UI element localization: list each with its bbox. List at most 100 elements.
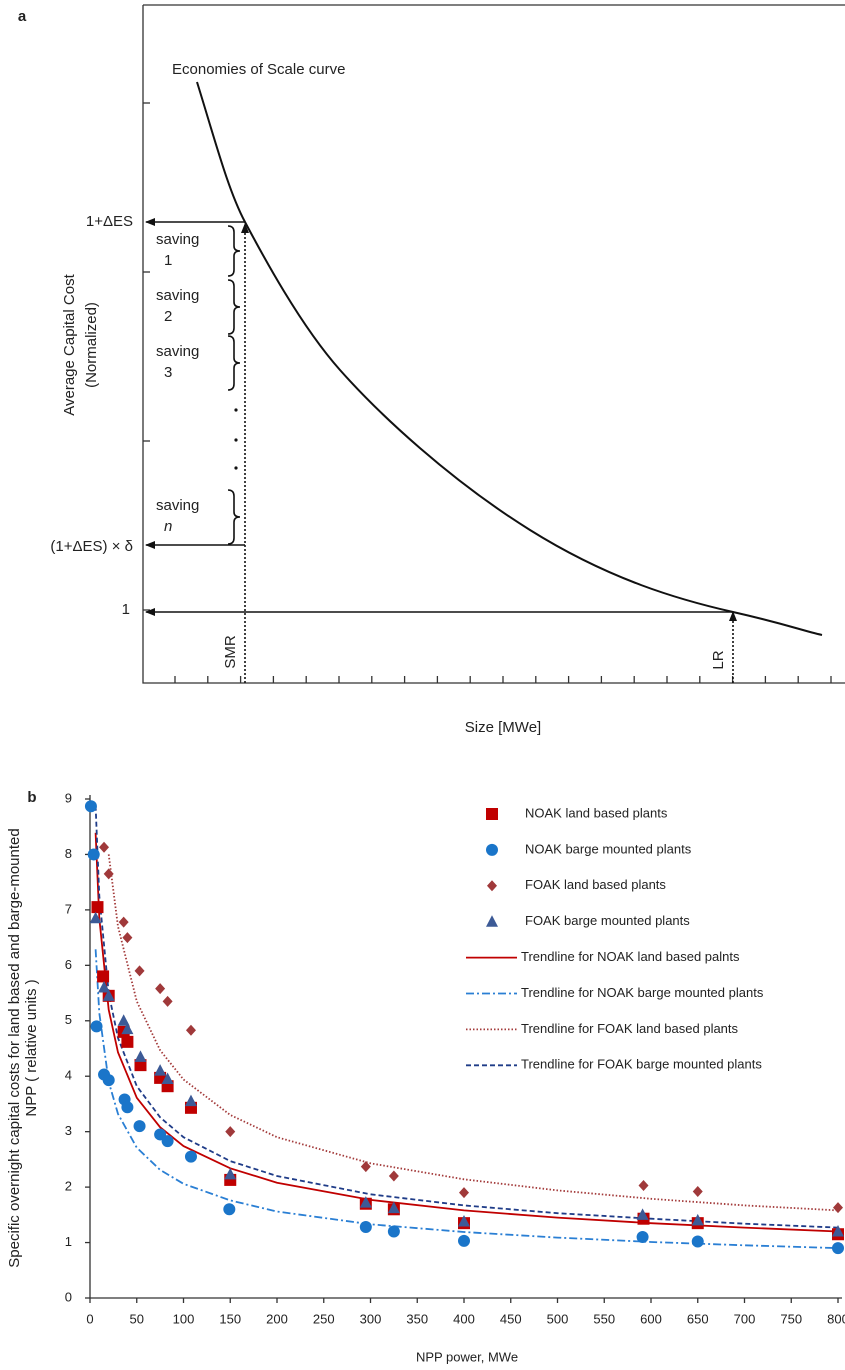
x-tick-label: 200 [266, 1311, 288, 1326]
x-tick-label: 400 [453, 1311, 475, 1326]
x-tick-label: 500 [547, 1311, 569, 1326]
data-point [133, 1120, 146, 1133]
data-point [223, 1203, 236, 1216]
legend-marker [487, 880, 497, 892]
data-point [134, 1050, 147, 1062]
y-axis-label: Specific overnight capital costs for lan… [6, 828, 23, 1267]
data-point [224, 1167, 237, 1180]
legend-label: Trendline for NOAK barge mounted plants [521, 985, 764, 1000]
y-tick-label: 3 [65, 1123, 72, 1138]
y-tick-label: 1 [65, 1234, 72, 1249]
y-level-label: (1+ΔES) × δ [50, 538, 133, 555]
saving-label: saving [156, 231, 199, 248]
panel-a: a Economies of Scale curve 1+ΔES (1+ΔES) × … [18, 4, 845, 736]
data-point [359, 1221, 372, 1234]
data-point [360, 1161, 371, 1173]
x-tick-label: 650 [687, 1311, 709, 1326]
x-axis-label: NPP power, MWe [416, 1349, 518, 1364]
data-point [154, 1064, 167, 1076]
data-point [121, 1022, 134, 1035]
ellipsis-dot [234, 438, 238, 442]
y-tick-label: 7 [65, 901, 72, 916]
data-point [84, 800, 97, 813]
data-point [387, 1225, 400, 1238]
data-point [102, 989, 115, 1001]
marker-label: LR [710, 650, 727, 669]
legend-label: FOAK land based plants [525, 877, 666, 892]
data-point [636, 1208, 649, 1220]
data-point [103, 868, 114, 880]
data-point [691, 1235, 704, 1248]
brace [227, 335, 241, 391]
y-axis-label: Average Capital Cost [61, 273, 78, 415]
y-tick-label: 8 [65, 846, 72, 861]
y-level-label: 1 [122, 601, 130, 618]
data-point [832, 1242, 844, 1255]
panel-label: a [18, 8, 27, 25]
y-tick-label: 0 [65, 1289, 72, 1304]
x-tick-label: 450 [500, 1311, 522, 1326]
y-tick-label: 9 [65, 790, 72, 805]
saving-label: saving [156, 497, 199, 514]
data-point [102, 1074, 115, 1087]
x-tick-label: 0 [86, 1311, 93, 1326]
x-tick-label: 550 [593, 1311, 615, 1326]
data-point [98, 981, 111, 993]
legend-marker [486, 915, 498, 927]
x-tick-label: 800 [827, 1311, 845, 1326]
saving-label: saving [156, 287, 199, 304]
saving-index: 2 [164, 308, 172, 325]
legend-marker [486, 808, 498, 820]
data-point [458, 1234, 470, 1247]
x-tick-label: 600 [640, 1311, 662, 1326]
data-point [162, 995, 173, 1007]
trendline [94, 949, 839, 1249]
saving-index: n [164, 518, 172, 535]
data-point [832, 1224, 844, 1237]
x-tick-label: 750 [780, 1311, 802, 1326]
legend-label: NOAK land based plants [525, 805, 668, 820]
scale-curve [196, 81, 823, 636]
data-point [184, 1150, 197, 1163]
data-point [117, 1014, 130, 1026]
data-point [636, 1231, 649, 1244]
data-point [161, 1135, 174, 1148]
data-point [387, 1201, 400, 1214]
saving-index: 1 [164, 252, 172, 269]
saving-index: 3 [164, 364, 172, 381]
x-tick-label: 50 [130, 1311, 144, 1326]
data-point [691, 1213, 704, 1226]
legend-marker [486, 843, 498, 856]
data-point [91, 901, 104, 914]
trendline [94, 805, 839, 1229]
y-axis-label: (Normalized) [83, 302, 100, 388]
y-axis-label: NPP ( relative units ) [23, 979, 40, 1116]
data-point [89, 911, 102, 924]
data-point [459, 1187, 469, 1199]
data-point [118, 916, 129, 928]
trendline [107, 854, 839, 1212]
data-point [122, 932, 133, 944]
data-point [97, 970, 110, 983]
y-tick-label: 6 [65, 957, 72, 972]
panel-b: b0 50 100 150 200 250 300 350 400 450 500 550 600 650… [6, 789, 845, 1364]
data-point [184, 1094, 197, 1107]
data-point [833, 1202, 843, 1214]
axis-frame [142, 4, 845, 684]
y-level-label: 1+ΔES [86, 213, 133, 230]
x-tick-label: 150 [219, 1311, 241, 1326]
x-tick-label: 350 [406, 1311, 428, 1326]
panel-label: b [27, 789, 36, 806]
brace [227, 225, 241, 277]
x-tick-label: 300 [360, 1311, 382, 1326]
saving-label: saving [156, 343, 199, 360]
ellipsis-dot [234, 466, 238, 470]
data-point [99, 841, 110, 853]
data-point [90, 1020, 103, 1033]
brace [227, 489, 241, 545]
y-tick-label: 4 [65, 1068, 72, 1083]
data-point [134, 1059, 147, 1072]
x-axis-label: Size [MWe] [465, 719, 541, 736]
x-tick-label: 100 [173, 1311, 195, 1326]
